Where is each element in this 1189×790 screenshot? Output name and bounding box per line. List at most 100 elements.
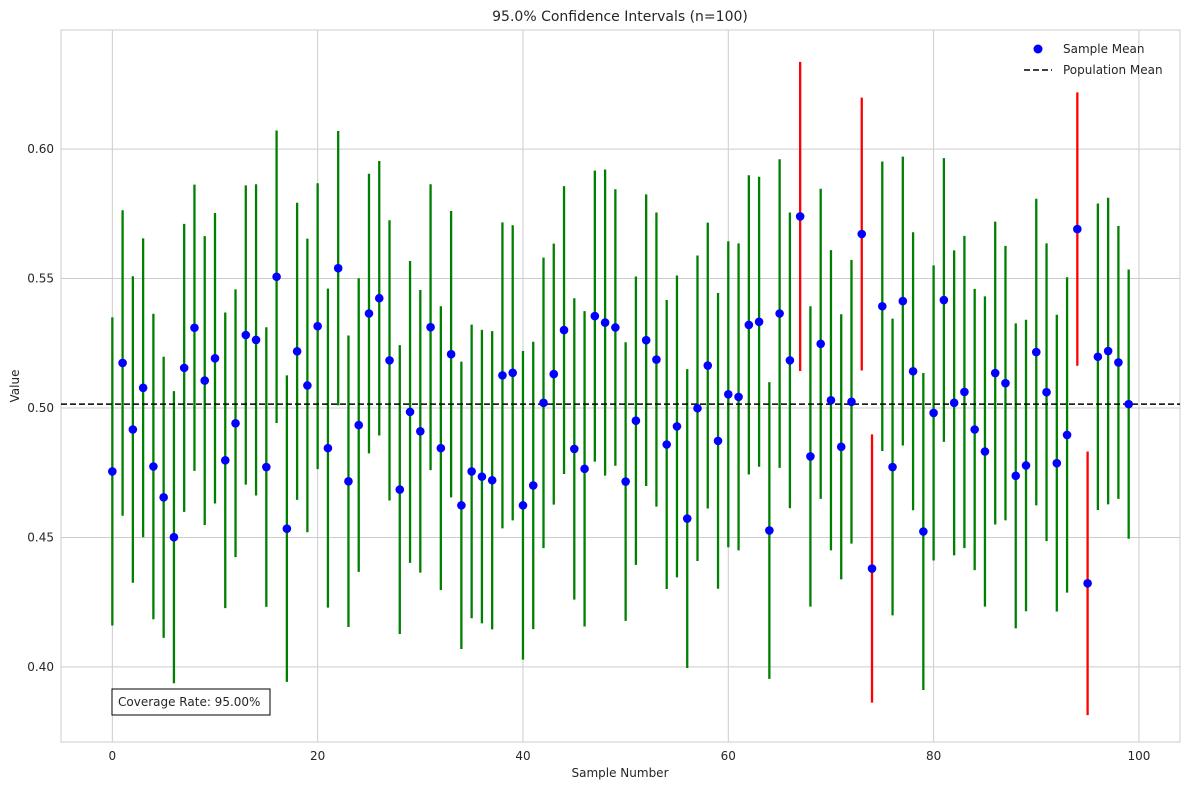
sample-mean-point [313,321,322,331]
legend-sample-mean-label: Sample Mean [1063,42,1145,56]
sample-mean-point [272,272,281,282]
sample-mean-point [159,493,168,502]
sample-mean-point [898,296,908,306]
x-tick-label: 100 [1127,749,1150,763]
sample-mean-point [241,330,251,340]
sample-mean-point [169,532,179,542]
x-tick-label: 60 [721,749,736,763]
coverage-annotation-box [111,688,271,716]
sample-mean-point [354,420,364,430]
sample-mean-point [528,481,538,490]
sample-mean-point [1093,352,1103,362]
sample-mean-point [323,443,333,453]
sample-mean-point [559,325,569,335]
sample-mean-point [1083,578,1092,588]
coverage-annotation: Coverage Rate: 95.00% [111,688,271,716]
sample-mean-point [1011,471,1021,481]
sample-mean-point [621,477,630,486]
legend-population-mean-label: Population Mean [1063,63,1163,77]
sample-mean-point [816,339,825,349]
sample-mean-point [436,443,446,453]
sample-mean-point [1062,430,1072,440]
x-tick-label: 0 [109,749,117,763]
sample-mean-point [970,425,979,434]
sample-mean-point [867,564,877,573]
sample-mean-point [138,383,148,393]
x-axis-label: Sample Number [571,766,668,780]
sample-mean-point [744,320,754,330]
sample-mean-point [374,293,384,303]
sample-mean-point [693,403,702,413]
sample-mean-point [1124,399,1133,409]
chart-title: 95.0% Confidence Intervals (n=100) [492,9,748,25]
x-tick-label: 80 [926,749,941,763]
sample-mean-point [179,363,189,373]
sample-mean-point [826,395,836,405]
tick-labels: 0 20 40 60 80 100 0.40 0.45 0.50 0.55 0.60 [27,142,1150,763]
sample-mean-point [220,456,230,465]
sample-mean-point [190,323,199,333]
sample-mean-point [426,322,435,332]
sample-mean-point [344,476,353,486]
sample-mean-point [251,335,261,345]
sample-mean-point [888,462,897,472]
sample-mean-point [333,263,343,273]
y-tick-label: 0.40 [27,660,54,674]
y-tick-label: 0.45 [27,530,54,544]
sample-mean-point [549,369,559,379]
sample-mean-point [405,407,415,417]
sample-mean-point [682,514,692,523]
sample-mean-point [836,442,846,452]
sample-mean-point [508,368,518,378]
sample-mean-point [1042,387,1051,397]
sample-means [108,212,1133,588]
sample-mean-point [580,464,589,474]
sample-mean-point [108,467,117,476]
y-tick-label: 0.50 [27,401,54,415]
sample-mean-point [303,381,312,390]
sample-mean-point [723,389,733,399]
sample-mean-point [498,371,507,380]
sample-mean-point [960,387,969,397]
sample-mean-point [652,355,661,364]
sample-mean-point [785,356,795,365]
sample-mean-point [939,295,949,305]
sample-mean-point [600,318,610,327]
sample-mean-point [1073,224,1082,234]
sample-mean-point [118,358,127,368]
sample-mean-point [847,397,856,407]
sample-mean-point [262,462,271,472]
grid [61,30,1180,742]
sample-mean-point [980,447,990,456]
sample-mean-point [282,524,292,533]
sample-mean-point [149,462,158,471]
sample-mean-point [446,349,456,359]
x-tick-label: 40 [515,749,530,763]
x-tick-label: 20 [310,749,325,763]
sample-mean-point [949,398,959,408]
sample-mean-point [200,376,210,385]
sample-mean-point [990,368,1000,378]
coverage-annotation-text: Coverage Rate: 95.00% [118,695,260,709]
sample-mean-point [1052,458,1062,468]
sample-mean-point [1031,347,1041,357]
sample-mean-point [210,353,220,363]
y-axis-label: Value [8,370,22,403]
sample-mean-point [364,309,374,318]
y-tick-label: 0.60 [27,142,54,156]
sample-mean-point [919,527,928,536]
sample-mean-point [795,212,805,221]
sample-mean-point [713,436,723,446]
sample-mean-point [539,398,548,408]
sample-mean-point [231,418,240,428]
sample-mean-point [765,526,774,535]
sample-mean-point [631,416,641,425]
sample-mean-point [292,347,302,356]
sample-mean-point [570,444,579,454]
sample-mean-point [128,425,138,434]
sample-mean-point [395,485,405,494]
sample-mean-point [734,392,743,402]
error-bars [111,61,1130,716]
